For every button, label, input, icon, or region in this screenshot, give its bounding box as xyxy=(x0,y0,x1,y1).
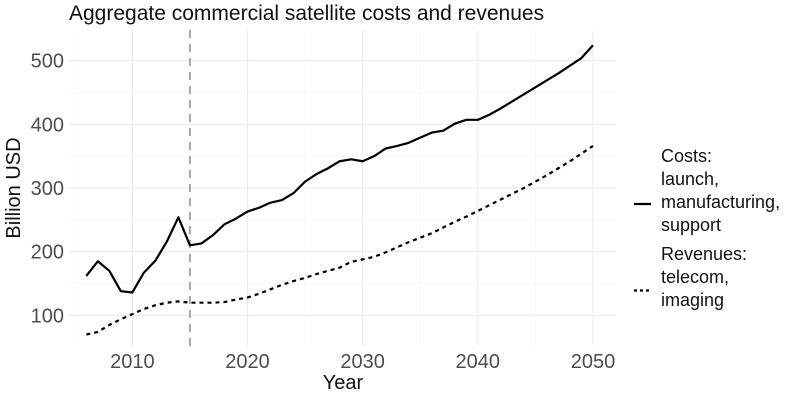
y-tick-label: 500 xyxy=(31,51,64,73)
y-tick-label: 400 xyxy=(31,114,64,136)
grid xyxy=(69,30,616,346)
series-group xyxy=(85,44,594,336)
legend-label: Costs: launch, manufacturing, support xyxy=(661,146,780,235)
x-tick-label: 2020 xyxy=(225,351,270,373)
legend: Costs: launch, manufacturing, support Revenu… xyxy=(634,146,780,310)
x-tick-label: 2050 xyxy=(571,351,616,373)
x-tick-labels: 2010 2020 2030 2040 2050 xyxy=(110,351,615,373)
y-tick-label: 200 xyxy=(31,242,64,264)
revenues-series-line xyxy=(86,145,594,336)
y-tick-label: 300 xyxy=(31,178,64,200)
x-tick-label: 2040 xyxy=(456,351,501,373)
x-axis-title: Year xyxy=(323,372,364,394)
x-tick-label: 2030 xyxy=(340,351,385,373)
costs-series-line xyxy=(85,44,594,294)
chart-title: Aggregate commercial satellite costs and… xyxy=(69,2,544,25)
legend-label: Revenues: telecom, imaging xyxy=(661,244,747,310)
y-tick-label: 100 xyxy=(31,305,64,327)
x-tick-label: 2010 xyxy=(110,351,155,373)
y-axis-title: Billion USD xyxy=(3,137,25,238)
y-tick-labels: 100 200 300 400 500 xyxy=(31,51,64,328)
